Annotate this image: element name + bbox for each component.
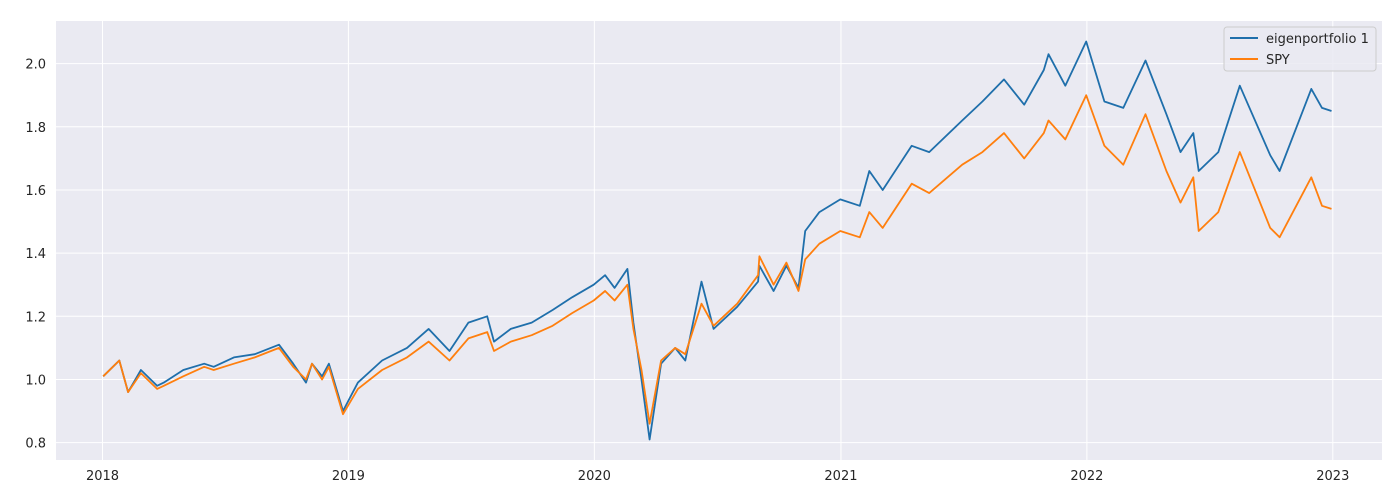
x-tick-label: 2019	[332, 469, 365, 484]
x-tick-label: 2021	[824, 469, 857, 484]
y-tick-label: 1.0	[25, 373, 46, 388]
y-tick-label: 0.8	[25, 437, 46, 452]
x-gridlines	[101, 21, 1334, 460]
legend-label-spy: SPY	[1266, 53, 1290, 68]
series-line-spy	[102, 94, 1332, 425]
y-tick-label: 1.2	[25, 310, 46, 325]
legend-box	[1223, 26, 1377, 72]
legend-label-eigenportfolio-1: eigenportfolio 1	[1266, 32, 1369, 47]
x-tick-label: 2018	[86, 469, 119, 484]
x-axis-ticks: 2018 2019 2020 2021 2022 2023	[86, 469, 1349, 484]
plot-background	[56, 21, 1382, 460]
y-axis-ticks: 0.8 1.0 1.2 1.4 1.6 1.8 2.0	[25, 58, 46, 452]
x-tick-label: 2022	[1070, 469, 1103, 484]
legend: eigenportfolio 1 SPY	[1223, 26, 1377, 72]
y-tick-label: 1.8	[25, 121, 46, 136]
x-tick-label: 2023	[1316, 469, 1349, 484]
x-tick-label: 2020	[578, 469, 611, 484]
y-tick-label: 1.6	[25, 184, 46, 199]
y-gridlines	[56, 63, 1382, 444]
series-layer	[102, 40, 1332, 441]
series-line-eigenportfolio-1	[102, 40, 1332, 441]
y-tick-label: 2.0	[25, 58, 46, 73]
y-tick-label: 1.4	[25, 247, 46, 262]
